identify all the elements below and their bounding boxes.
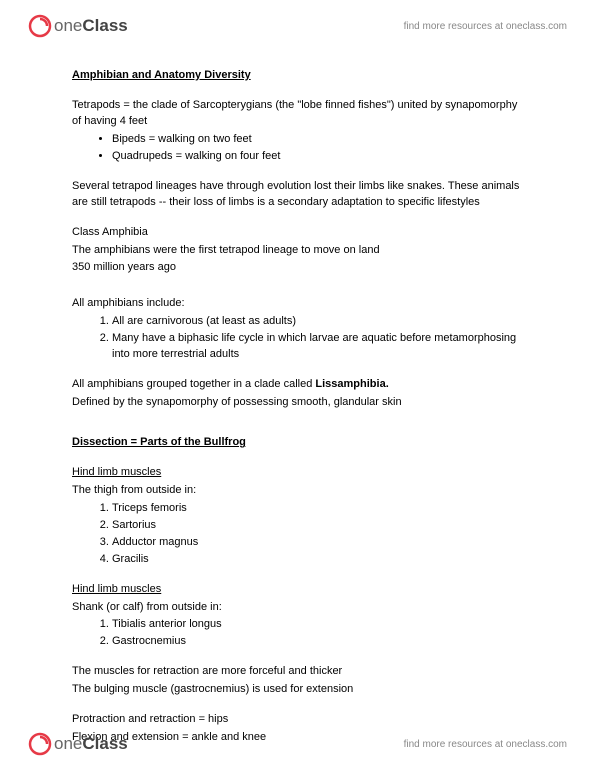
page-title: Amphibian and Anatomy Diversity — [72, 68, 523, 84]
list-item: Adductor magnus — [112, 535, 523, 551]
logo-icon — [28, 732, 52, 756]
footer-resources-link[interactable]: find more resources at oneclass.com — [404, 739, 567, 750]
list-item: Sartorius — [112, 518, 523, 534]
clade-name: Lissamphibia. — [315, 378, 388, 390]
list-item: Bipeds = walking on two feet — [112, 132, 523, 148]
document-body: Amphibian and Anatomy Diversity Tetrapod… — [0, 48, 595, 746]
list-item: All are carnivorous (at least as adults) — [112, 314, 523, 330]
brand-name-part2: Class — [82, 734, 127, 753]
page-header: oneClass find more resources at oneclass… — [0, 0, 595, 48]
page-footer: oneClass find more resources at oneclass… — [0, 722, 595, 770]
brand-logo[interactable]: oneClass — [28, 732, 128, 756]
extension-line: The bulging muscle (gastrocnemius) is us… — [72, 682, 523, 698]
shank-muscle-list: Tibialis anterior longus Gastrocnemius — [72, 617, 523, 650]
thigh-subheading: The thigh from outside in: — [72, 483, 523, 499]
clade-line: All amphibians grouped together in a cla… — [72, 377, 523, 393]
thigh-muscle-list: Triceps femoris Sartorius Adductor magnu… — [72, 501, 523, 568]
brand-name: oneClass — [54, 734, 128, 754]
lineages-paragraph: Several tetrapod lineages have through e… — [72, 179, 523, 211]
dissection-title: Dissection = Parts of the Bullfrog — [72, 435, 523, 451]
clade-definition: Defined by the synapomorphy of possessin… — [72, 395, 523, 411]
header-resources-link[interactable]: find more resources at oneclass.com — [404, 21, 567, 32]
include-heading: All amphibians include: — [72, 296, 523, 312]
intro-paragraph: Tetrapods = the clade of Sarcopterygians… — [72, 98, 523, 130]
logo-icon — [28, 14, 52, 38]
brand-name-part1: one — [54, 16, 82, 35]
list-item: Tibialis anterior longus — [112, 617, 523, 633]
shank-subheading: Shank (or calf) from outside in: — [72, 600, 523, 616]
brand-name-part2: Class — [82, 16, 127, 35]
class-line: 350 million years ago — [72, 260, 523, 276]
hind-limb-heading: Hind limb muscles — [72, 582, 523, 598]
feet-list: Bipeds = walking on two feet Quadrupeds … — [72, 132, 523, 165]
brand-name: oneClass — [54, 16, 128, 36]
class-heading: Class Amphibia — [72, 225, 523, 241]
spacer — [72, 425, 523, 435]
list-item: Triceps femoris — [112, 501, 523, 517]
class-line: The amphibians were the first tetrapod l… — [72, 243, 523, 259]
list-item: Gastrocnemius — [112, 634, 523, 650]
clade-prefix: All amphibians grouped together in a cla… — [72, 378, 315, 390]
list-item: Quadrupeds = walking on four feet — [112, 149, 523, 165]
hind-limb-heading: Hind limb muscles — [72, 465, 523, 481]
brand-logo[interactable]: oneClass — [28, 14, 128, 38]
include-list: All are carnivorous (at least as adults)… — [72, 314, 523, 363]
list-item: Gracilis — [112, 552, 523, 568]
retraction-line: The muscles for retraction are more forc… — [72, 664, 523, 680]
list-item: Many have a biphasic life cycle in which… — [112, 331, 523, 363]
brand-name-part1: one — [54, 734, 82, 753]
